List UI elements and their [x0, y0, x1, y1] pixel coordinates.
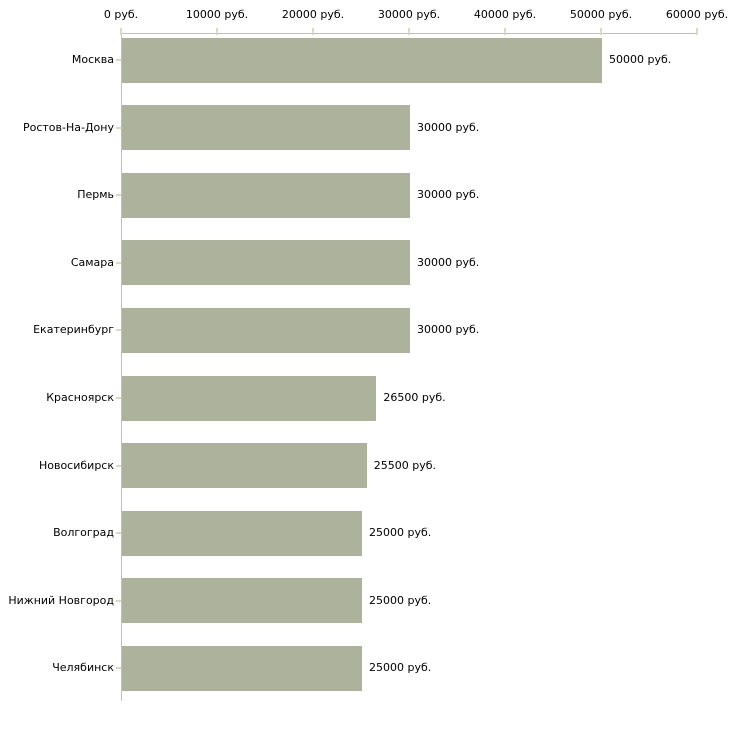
category-label: Ростов-На-Дону [22, 120, 114, 134]
x-axis-tick-label: 10000 руб. [185, 8, 249, 21]
category-label: Самара [70, 255, 114, 269]
x-axis-tick-label: 0 руб. [103, 8, 139, 21]
x-axis-tick-mark [600, 28, 602, 35]
value-label: 30000 руб. [417, 323, 480, 337]
category-label: Пермь [77, 188, 114, 202]
x-axis-tick-mark [408, 28, 410, 35]
x-axis-tick-label: 60000 руб. [665, 8, 729, 21]
value-label: 25000 руб. [369, 661, 432, 675]
y-axis-line [121, 33, 122, 701]
y-axis-tick-mark [116, 397, 121, 399]
y-axis-tick-mark [116, 329, 121, 332]
category-label: Красноярск [46, 391, 114, 404]
x-axis-tick-label: 50000 руб. [569, 8, 633, 21]
x-axis-tick-mark [120, 28, 122, 35]
value-label: 30000 руб. [417, 120, 480, 134]
bar [122, 645, 362, 691]
value-label: 25000 руб. [369, 526, 432, 540]
y-axis-tick-mark [116, 126, 121, 129]
bar [122, 443, 367, 489]
x-axis-tick-label: 40000 руб. [473, 8, 537, 21]
y-axis-tick-mark [116, 194, 121, 197]
category-label: Челябинск [52, 661, 114, 675]
x-axis-tick-mark [696, 28, 698, 35]
x-axis-tick-mark [312, 28, 314, 35]
y-axis-tick-mark [116, 464, 121, 467]
value-label: 30000 руб. [417, 188, 480, 202]
y-axis-tick-mark [116, 532, 121, 535]
y-axis-tick-mark [116, 667, 121, 670]
value-label: 50000 руб. [609, 53, 672, 66]
bar [122, 307, 410, 353]
category-label: Нижний Новгород [8, 593, 114, 607]
value-label: 26500 руб. [383, 391, 446, 404]
x-axis-tick-label: 30000 руб. [377, 8, 441, 21]
x-axis-tick-mark [216, 28, 218, 35]
category-label: Новосибирск [38, 458, 114, 472]
value-label: 25000 руб. [369, 593, 432, 607]
value-label: 25500 руб. [373, 458, 437, 472]
bar [122, 172, 410, 218]
category-label: Екатеринбург [33, 323, 114, 337]
bar [122, 510, 362, 556]
category-label: Волгоград [53, 526, 114, 540]
category-label: Москва [71, 53, 114, 66]
bar [122, 105, 410, 151]
y-axis-tick-mark [116, 59, 121, 61]
x-axis-tick-label: 20000 руб. [281, 8, 345, 21]
y-axis-tick-mark [116, 261, 121, 264]
x-axis-tick-mark [504, 28, 506, 35]
bar [122, 240, 410, 286]
bar [122, 37, 602, 83]
value-label: 30000 руб. [417, 255, 480, 269]
bar [122, 375, 377, 421]
y-axis-tick-mark [116, 599, 121, 602]
bar [122, 578, 362, 624]
